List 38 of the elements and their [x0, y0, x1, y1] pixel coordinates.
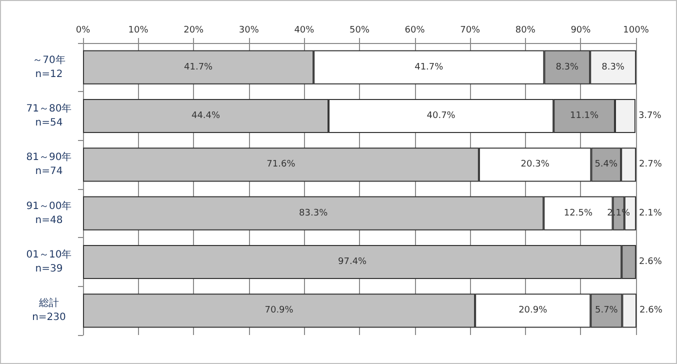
data-label: 11.1% — [570, 111, 600, 121]
data-label: 71.6% — [266, 160, 296, 170]
data-label: 70.9% — [264, 306, 294, 316]
data-label: 44.4% — [191, 111, 221, 121]
y-tick-label: 81～90年 n=74 — [26, 151, 72, 178]
y-tick-label: 01～10年 n=39 — [26, 248, 72, 274]
data-label: 5.4% — [594, 160, 618, 170]
data-label: 20.9% — [518, 306, 548, 316]
x-tick-label: 70% — [460, 26, 481, 36]
data-label: 2.1% — [639, 208, 662, 218]
data-label: 8.3% — [602, 62, 625, 72]
data-label: 3.7% — [638, 111, 662, 121]
data-label: 2.6% — [640, 306, 663, 316]
data-label: 40.7% — [426, 111, 456, 121]
y-tick-label: ～70年 n=12 — [32, 54, 66, 80]
x-tick-label: 10% — [128, 26, 149, 36]
x-tick-label: 60% — [404, 26, 426, 36]
x-tick-label: 80% — [515, 26, 536, 36]
data-label: 2.7% — [639, 160, 662, 170]
x-tick-label: 30% — [238, 26, 260, 36]
data-label: 5.7% — [594, 306, 618, 316]
data-label: 8.3% — [556, 62, 580, 72]
y-tick-label: 総計 n=230 — [32, 297, 66, 324]
y-tick-label: 71～80年 n=54 — [26, 102, 72, 128]
y-tick-label: 91～00年 n=48 — [26, 200, 72, 226]
x-tick-label: 100% — [623, 26, 650, 36]
x-tick-label: 0% — [76, 26, 91, 36]
data-label: 41.7% — [414, 62, 444, 72]
data-label: 20.3% — [520, 160, 550, 170]
x-tick-label: 50% — [349, 26, 370, 36]
x-tick-label: 40% — [294, 26, 315, 36]
data-label: 97.4% — [338, 257, 368, 267]
data-label: 12.5% — [564, 208, 593, 218]
data-label: 41.7% — [184, 62, 214, 72]
data-label: 2.6% — [639, 257, 662, 267]
x-tick-label: 90% — [570, 26, 592, 36]
data-label: 83.3% — [299, 208, 328, 218]
x-tick-label: 20% — [184, 26, 204, 36]
